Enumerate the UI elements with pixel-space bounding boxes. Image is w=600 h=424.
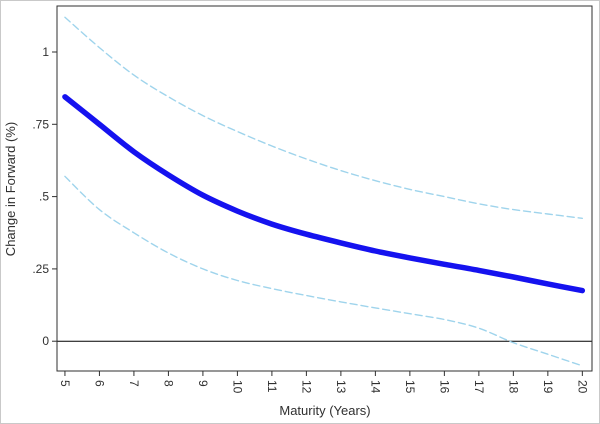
- x-tick-label: 18: [506, 380, 520, 394]
- x-tick-label: 14: [368, 380, 382, 394]
- x-tick-label: 13: [334, 380, 348, 394]
- x-tick-label: 11: [265, 380, 279, 393]
- y-axis-title: Change in Forward (%): [3, 122, 18, 256]
- y-tick-label: .75: [32, 117, 49, 131]
- x-tick-label: 10: [230, 380, 244, 394]
- x-tick-label: 6: [92, 380, 106, 387]
- y-tick-label: .25: [32, 262, 49, 276]
- x-tick-label: 17: [472, 380, 486, 394]
- x-tick-label: 19: [541, 380, 555, 394]
- estimate-line: [62, 94, 586, 294]
- x-tick-label: 16: [437, 380, 451, 394]
- y-tick-label: 1: [42, 45, 49, 59]
- x-tick-label: 9: [196, 380, 210, 387]
- x-tick-label: 8: [161, 380, 175, 387]
- x-tick-label: 20: [575, 380, 589, 394]
- plot-frame: [56, 5, 593, 372]
- x-tick-label: 12: [299, 380, 313, 394]
- x-tick-label: 7: [127, 380, 141, 387]
- upper-confidence-band-line: [64, 16, 583, 219]
- lower-confidence-band-line: [64, 175, 583, 367]
- y-tick-label: 0: [42, 334, 49, 348]
- x-tick-label: 5: [58, 380, 72, 387]
- x-tick-label: 15: [403, 380, 417, 394]
- y-tick-label: .5: [39, 190, 49, 204]
- x-axis-title: Maturity (Years): [279, 403, 370, 418]
